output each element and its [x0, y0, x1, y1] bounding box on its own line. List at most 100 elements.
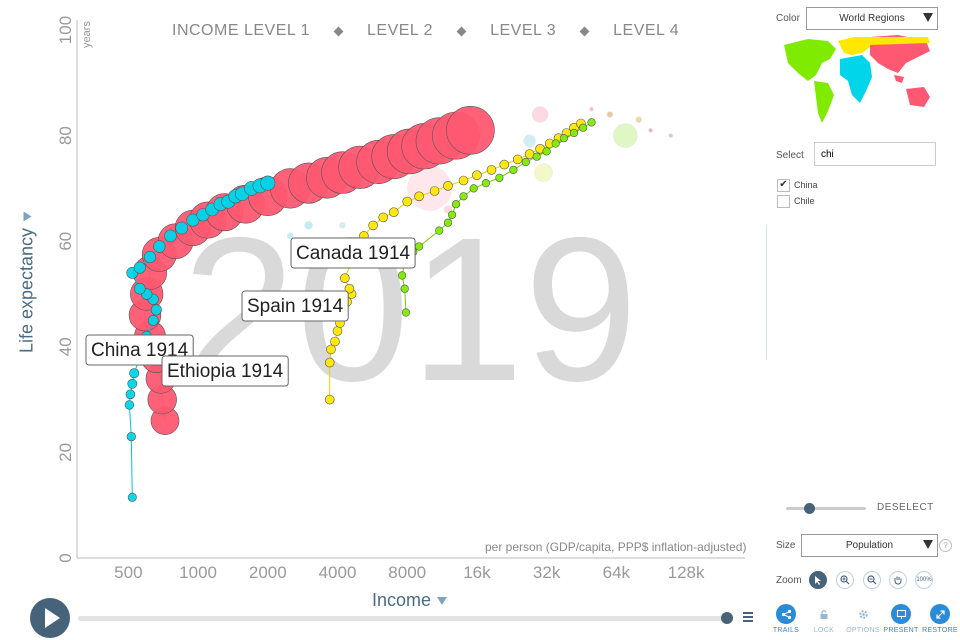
- opacity-slider-handle[interactable]: [804, 503, 815, 514]
- map-region-se-asia[interactable]: [894, 75, 904, 83]
- map-region-africa[interactable]: [840, 55, 872, 103]
- trail-point-spain[interactable]: [542, 147, 551, 156]
- background-country-bubble[interactable]: [304, 221, 313, 230]
- trail-point-china[interactable]: [124, 400, 135, 410]
- speed-icon[interactable]: [743, 612, 753, 624]
- world-map[interactable]: [778, 33, 938, 128]
- trail-point-canada[interactable]: [378, 212, 389, 223]
- timeline-handle[interactable]: [721, 612, 733, 624]
- checkbox-chile[interactable]: [777, 195, 790, 208]
- trail-point-china[interactable]: [133, 261, 146, 274]
- trail-point-canada[interactable]: [512, 154, 523, 165]
- map-region-europe-east[interactable]: [866, 37, 930, 45]
- trail-point-china[interactable]: [134, 282, 146, 295]
- trail-point-spain[interactable]: [398, 271, 407, 280]
- trail-point-china[interactable]: [129, 368, 140, 379]
- trail-point-canada[interactable]: [443, 181, 453, 191]
- trail-point-china[interactable]: [164, 229, 177, 243]
- background-country-bubble[interactable]: [648, 128, 653, 133]
- trail-point-spain[interactable]: [435, 226, 444, 235]
- trail-spain[interactable]: [398, 118, 596, 317]
- label-ethiopia-1914[interactable]: Ethiopia 1914: [161, 355, 289, 387]
- background-country-bubble[interactable]: [635, 116, 643, 124]
- background-country-bubble[interactable]: [668, 133, 674, 138]
- map-region-americas-south[interactable]: [814, 81, 834, 123]
- background-country-bubble[interactable]: [534, 163, 553, 182]
- map-region-americas-north[interactable]: [784, 39, 836, 81]
- trail-point-spain[interactable]: [451, 200, 461, 209]
- trail-point-spain[interactable]: [569, 128, 579, 138]
- trail-point-spain[interactable]: [495, 173, 504, 182]
- trail-point-spain[interactable]: [521, 157, 530, 167]
- opacity-slider[interactable]: [786, 507, 866, 510]
- trail-point-china[interactable]: [153, 240, 166, 253]
- trail-point-china[interactable]: [126, 432, 136, 442]
- trail-point-china[interactable]: [127, 492, 137, 502]
- trails-button[interactable]: TRAILS: [766, 604, 806, 634]
- trail-point-spain[interactable]: [400, 284, 409, 293]
- hand-pan-icon[interactable]: [889, 571, 907, 589]
- present-button[interactable]: PRESENT: [881, 604, 921, 634]
- trail-point-canada[interactable]: [324, 357, 335, 368]
- zoom-100-button[interactable]: 100%: [915, 571, 933, 589]
- trail-point-china[interactable]: [143, 250, 157, 264]
- map-region-oceania[interactable]: [906, 87, 930, 107]
- background-country-bubble[interactable]: [286, 232, 294, 240]
- help-icon[interactable]: ?: [939, 539, 952, 552]
- trail-point-spain[interactable]: [401, 308, 411, 317]
- trail-point-china[interactable]: [147, 314, 159, 326]
- background-country-bubble[interactable]: [523, 134, 536, 148]
- restore-button[interactable]: RESTORE: [920, 604, 960, 634]
- trail-point-china[interactable]: [260, 175, 276, 191]
- trail-point-spain[interactable]: [578, 123, 588, 132]
- deselect-button[interactable]: DESELECT: [877, 502, 934, 513]
- play-button[interactable]: [30, 598, 70, 638]
- trail-point-canada[interactable]: [499, 159, 510, 170]
- trail-point-china[interactable]: [150, 304, 162, 316]
- pointer-icon[interactable]: [809, 571, 827, 589]
- background-country-bubble[interactable]: [606, 111, 614, 118]
- lock-button[interactable]: LOCK: [804, 604, 844, 634]
- trail-point-spain[interactable]: [469, 184, 478, 193]
- trail-point-canada[interactable]: [402, 196, 413, 207]
- country-search-input[interactable]: [814, 142, 936, 166]
- trail-point-spain[interactable]: [448, 210, 457, 219]
- trail-point-spain[interactable]: [551, 139, 560, 148]
- x-axis-label[interactable]: Income: [372, 590, 448, 611]
- background-country-bubble[interactable]: [589, 106, 594, 112]
- trail-point-ethiopia[interactable]: [446, 106, 495, 155]
- background-country-bubble[interactable]: [613, 123, 638, 148]
- trail-point-spain[interactable]: [532, 152, 541, 161]
- trail-point-canada[interactable]: [326, 344, 336, 355]
- label-canada-1914[interactable]: Canada 1914: [290, 237, 416, 269]
- trail-point-canada[interactable]: [486, 165, 497, 175]
- trail-point-canada[interactable]: [458, 175, 469, 186]
- trail-point-spain[interactable]: [481, 179, 491, 188]
- trail-point-spain[interactable]: [559, 134, 569, 143]
- background-country-bubble[interactable]: [531, 106, 549, 123]
- trail-point-canada[interactable]: [388, 207, 399, 217]
- trail-point-spain[interactable]: [443, 218, 453, 227]
- trail-point-spain[interactable]: [509, 165, 518, 174]
- trail-point-china[interactable]: [125, 389, 136, 400]
- trail-point-canada[interactable]: [332, 326, 343, 336]
- y-axis-label[interactable]: Life expectancy: [17, 198, 38, 368]
- bubble-chart[interactable]: 2019 500 1000 2000 4000 8000 16k 32k 64k 128k020…: [0, 0, 760, 640]
- trail-point-spain[interactable]: [459, 192, 468, 201]
- map-region-europe[interactable]: [838, 37, 870, 55]
- trail-china[interactable]: [124, 175, 276, 502]
- trail-point-china[interactable]: [175, 221, 189, 235]
- background-country-bubble[interactable]: [339, 222, 346, 229]
- trail-point-spain[interactable]: [415, 242, 424, 251]
- size-select[interactable]: Population: [801, 534, 938, 557]
- trail-point-spain[interactable]: [587, 118, 596, 127]
- options-button[interactable]: OPTIONS: [843, 604, 883, 634]
- trail-point-canada[interactable]: [339, 273, 350, 284]
- checkbox-chile-label[interactable]: Chile: [794, 196, 815, 206]
- trail-point-canada[interactable]: [330, 336, 340, 347]
- zoom-in-icon[interactable]: [836, 571, 854, 589]
- trail-point-canada[interactable]: [472, 170, 482, 180]
- color-select[interactable]: World Regions: [806, 7, 938, 30]
- trail-point-canada[interactable]: [429, 186, 440, 196]
- trail-point-canada[interactable]: [368, 220, 378, 231]
